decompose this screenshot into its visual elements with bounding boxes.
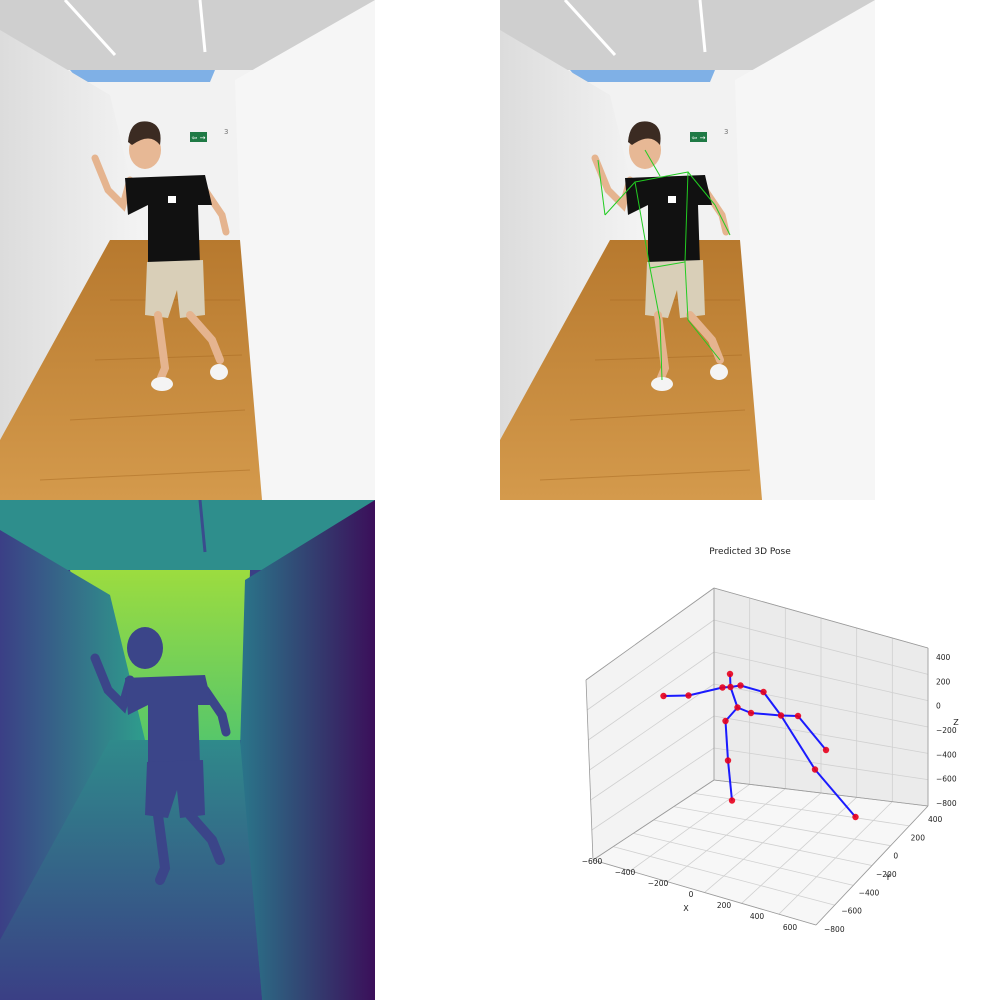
pane-edge <box>592 859 817 926</box>
grid-line-z-left <box>588 651 715 741</box>
y-tick-label: −200 <box>876 870 897 879</box>
person-figure <box>91 121 230 391</box>
z-tick-label: −600 <box>936 775 957 784</box>
pose-bone <box>729 686 739 708</box>
y-tick-label: −400 <box>859 888 880 897</box>
pose-bone <box>688 686 723 697</box>
pose-joint <box>726 670 734 678</box>
photo-keypoints-panel: ⇦ → 3 <box>500 0 875 500</box>
pose-joint <box>660 692 667 700</box>
y-tick-label: 0 <box>893 852 898 861</box>
z-tick-label: 200 <box>936 677 951 686</box>
x-tick-label: 0 <box>689 890 694 899</box>
z-tick-label: −200 <box>936 726 957 735</box>
photo-original-panel: ⇦ → 3 <box>0 0 375 500</box>
pane-edge <box>585 679 594 861</box>
pose-joints <box>660 670 859 821</box>
exit-sign: ⇦ → <box>192 134 206 142</box>
y-axis-label: Y <box>885 873 891 882</box>
person-figure <box>591 121 730 391</box>
grid-line-z-left <box>590 715 715 801</box>
x-tick-label: 400 <box>750 912 765 921</box>
pose-bone <box>797 715 827 751</box>
x-axis-label: X <box>683 904 689 913</box>
pane-edge <box>713 587 929 649</box>
pose-joint <box>722 717 729 725</box>
pose-joint <box>777 712 785 719</box>
photo-original: ⇦ → 3 <box>0 0 375 500</box>
pose-joint <box>737 682 744 689</box>
x-tick-label: −600 <box>582 857 603 866</box>
pose-bone <box>663 694 689 697</box>
pose-bone <box>727 760 733 801</box>
depth-map-panel <box>0 500 375 1000</box>
pane-edge <box>815 805 929 926</box>
pose-bone <box>814 768 857 818</box>
pose-plot-panel: Predicted 3D Pose −600 −400 −200 0 200 400 600… <box>500 500 1000 1000</box>
z-tick-label: −800 <box>936 799 957 808</box>
pose-bone <box>740 684 764 693</box>
pane-edge <box>592 779 715 861</box>
pose-joint <box>822 746 830 754</box>
grid-line-z-left <box>591 747 715 831</box>
pose-joint <box>734 704 741 711</box>
pose-joint <box>685 692 692 699</box>
z-axis-label: Z <box>953 718 959 727</box>
x-tick-label: −200 <box>648 879 669 888</box>
grid-line-z-back <box>713 747 929 781</box>
pose-bone <box>750 712 782 717</box>
z-tick-label: 400 <box>936 653 951 662</box>
pane-left <box>586 588 714 860</box>
x-tick-label: 200 <box>717 901 732 910</box>
plot-grid <box>585 587 929 926</box>
pose-bone <box>780 714 816 771</box>
pose-joint <box>747 709 755 717</box>
pane-edge <box>585 587 715 681</box>
x-tick-label: 600 <box>783 923 798 932</box>
room-number: 3 <box>224 128 228 136</box>
chart-title: Predicted 3D Pose <box>709 547 791 557</box>
depth-map <box>0 500 375 1000</box>
z-tick-label: 0 <box>936 702 941 711</box>
pose-joint <box>794 712 802 720</box>
z-tick-label: −400 <box>936 750 957 759</box>
grid-line-z-left <box>589 683 715 771</box>
pane-edge <box>713 779 929 807</box>
pose-joint <box>811 766 819 773</box>
room-number: 3 <box>724 128 728 136</box>
pose-joint <box>760 688 767 696</box>
pose-joint <box>852 813 859 821</box>
photo-keypoints: ⇦ → 3 <box>500 0 875 500</box>
pose-bone <box>762 691 782 717</box>
y-tick-label: −800 <box>824 925 845 934</box>
y-tick-label: 200 <box>911 833 926 842</box>
pose-joint <box>727 683 734 691</box>
grid-line-z-left <box>586 619 715 711</box>
y-tick-label: 400 <box>928 815 943 824</box>
y-tick-label: −600 <box>841 907 862 916</box>
pose-joint <box>728 797 736 804</box>
exit-sign: ⇦ → <box>692 134 706 142</box>
keypoint-skeleton-overlay <box>597 149 731 381</box>
x-tick-label: −400 <box>615 868 636 877</box>
pose-bone <box>724 720 729 761</box>
pose-joint <box>724 757 732 764</box>
person-silhouette <box>90 627 231 885</box>
pose-joint <box>719 684 726 691</box>
